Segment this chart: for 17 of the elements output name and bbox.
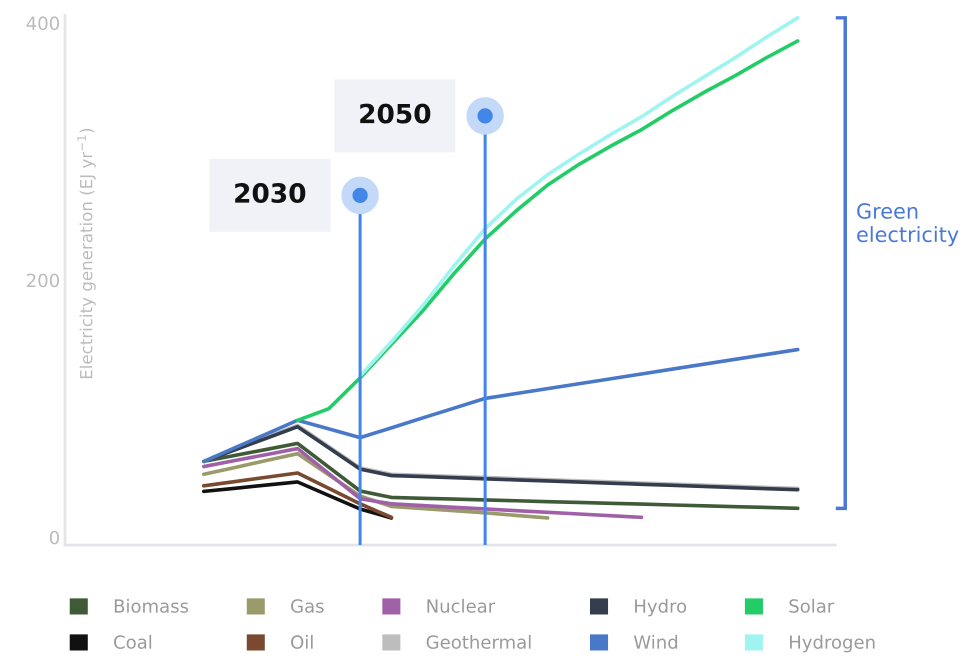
annotation: 2050: [360, 104, 430, 124]
y-tick-label: 200: [27, 274, 59, 288]
legend-label: Oil: [291, 634, 313, 649]
text: Green electricity: [857, 203, 959, 246]
legend-label: Solar: [789, 598, 834, 613]
legend-label: Geothermal: [426, 634, 531, 649]
annotation: 2030: [235, 183, 306, 204]
legend-label: Nuclear: [427, 598, 496, 613]
y-tick-label: 400: [26, 16, 59, 30]
legend-label: Gas: [291, 599, 324, 613]
legend-label: Biomass: [114, 598, 188, 613]
legend-label: Coal: [114, 634, 152, 649]
legend-label: Hydro: [635, 598, 686, 616]
y-axis-title: Electricity generation (EJ yr$^{−1}$): [77, 128, 96, 378]
legend-label: Wind: [634, 634, 678, 649]
legend-label: Hydrogen: [790, 634, 874, 652]
y-tick-label: 0: [50, 530, 59, 544]
